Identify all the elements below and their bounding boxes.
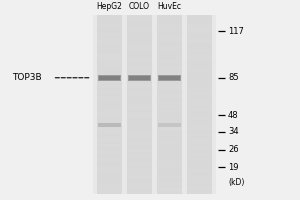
Bar	[129, 76, 150, 80]
Text: 26: 26	[228, 145, 238, 154]
Bar	[158, 75, 181, 81]
Bar	[127, 15, 152, 194]
Text: 34: 34	[228, 127, 238, 136]
Bar	[128, 75, 151, 81]
Text: 85: 85	[228, 73, 238, 82]
Bar	[158, 123, 181, 127]
Text: HepG2: HepG2	[97, 2, 122, 11]
Text: 117: 117	[228, 27, 244, 36]
Text: (kD): (kD)	[228, 178, 244, 187]
Text: TOP3B: TOP3B	[12, 73, 42, 82]
Text: COLO: COLO	[129, 2, 150, 11]
Bar	[99, 76, 120, 80]
Bar	[159, 76, 180, 80]
Bar	[157, 15, 182, 194]
Bar	[93, 15, 216, 194]
Bar	[97, 15, 122, 194]
Text: 48: 48	[228, 111, 238, 120]
Bar	[187, 15, 212, 194]
Text: 19: 19	[228, 163, 238, 172]
Bar	[98, 75, 121, 81]
Text: HuvEc: HuvEc	[158, 2, 182, 11]
Bar	[98, 123, 121, 127]
